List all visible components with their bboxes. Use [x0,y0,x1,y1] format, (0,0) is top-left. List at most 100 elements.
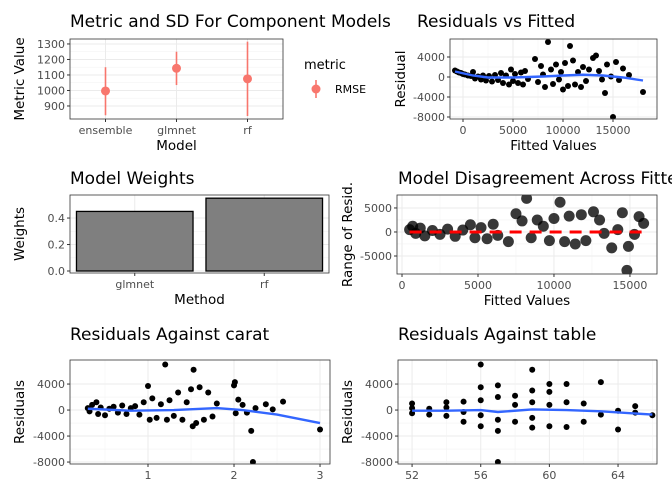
data-point [616,77,622,83]
data-point [580,400,587,407]
data-point [136,411,143,418]
y-axis-title: Weights [12,207,28,261]
data-point [594,214,606,226]
plot-background [70,360,330,464]
chart-title: Residuals Against table [398,325,596,345]
data-point [569,238,581,250]
data-point [213,400,220,407]
data-point [575,209,587,221]
data-point [157,401,164,408]
x-tick-label: 15000 [596,124,631,137]
y-tick-label: 1300 [37,38,65,51]
data-point [520,81,526,88]
x-axis-title: Fitted Values [484,293,570,309]
y-tick-label: 0.4 [48,212,66,225]
data-point [622,240,634,252]
data-point [443,399,450,406]
data-point [477,397,484,404]
data-point [512,71,518,77]
data-point [597,411,604,418]
data-point [149,395,156,402]
data-point [146,416,153,423]
data-point [548,66,554,73]
data-point [262,401,269,408]
data-point [477,412,484,419]
data-point [580,64,586,70]
data-point [610,114,616,119]
x-tick-label: 5000 [499,124,527,137]
data-point [529,399,536,406]
data-point [93,399,100,406]
data-point [460,398,467,405]
data-point [510,208,522,220]
data-point [580,418,587,425]
data-point [542,84,548,90]
data-point [489,78,495,85]
data-point [632,403,639,410]
data-point [615,426,622,433]
data-point [231,379,238,386]
data-point [205,389,212,396]
data-point [443,412,450,419]
x-tick-label: 10000 [536,279,571,292]
y-axis-title: Metric Value [12,37,28,120]
y-tick-label: -4000 [361,430,393,443]
data-point [562,60,568,66]
data-point [587,206,599,218]
plot-marks [404,195,650,274]
data-point [487,218,499,230]
data-point [252,405,259,412]
data-point [593,52,599,59]
data-point [110,403,117,410]
data-point [209,413,216,420]
plot-marks [75,197,324,272]
data-point [529,424,536,431]
data-point [190,366,197,373]
data-point [606,242,618,254]
y-tick-label: 4000 [417,51,445,64]
chart-title: Model Weights [70,169,195,189]
plot-marks [409,361,656,464]
x-axis-title: Method [174,292,225,308]
data-point [535,79,541,85]
data-point [604,61,610,68]
data-point [498,70,504,76]
data-point [494,427,501,434]
data-point [529,366,536,373]
x-tick-label: glmnet [115,278,154,291]
data-point [583,78,589,84]
data-point [554,196,566,208]
data-point [597,379,604,386]
data-point [515,80,521,86]
y-tick-label: 1000 [37,84,65,97]
data-point [166,397,173,404]
x-tick-label: 15000 [612,279,647,292]
data-point [567,43,573,49]
bar [75,210,194,272]
data-point [477,361,484,368]
panel-2: 4000 0 -4000 -8000 0 5000 10000 15000 Residuals … [393,12,658,154]
y-tick-label: -5000 [360,250,392,263]
y-tick-label: -8000 [413,111,445,124]
x-tick-label: 52 [405,469,419,480]
y-axis-title: Residuals [12,380,28,444]
data-point [140,399,147,406]
data-point [572,81,578,88]
y-tick-label: 4000 [37,378,65,391]
data-point [556,76,562,83]
data-point [494,382,501,389]
data-point [506,81,512,88]
y-tick-label: 1200 [37,53,65,66]
data-point [502,236,514,248]
data-point [529,387,536,394]
x-axis-title: Fitted Values [510,138,596,154]
data-point [317,426,324,433]
data-point [546,423,553,430]
data-point [596,68,602,74]
data-point [449,230,461,242]
data-point [570,57,576,64]
data-point [470,69,476,75]
x-tick-label: rf [260,278,270,291]
data-point [243,74,252,84]
y-axis-title: Range of Resid. [340,182,356,287]
